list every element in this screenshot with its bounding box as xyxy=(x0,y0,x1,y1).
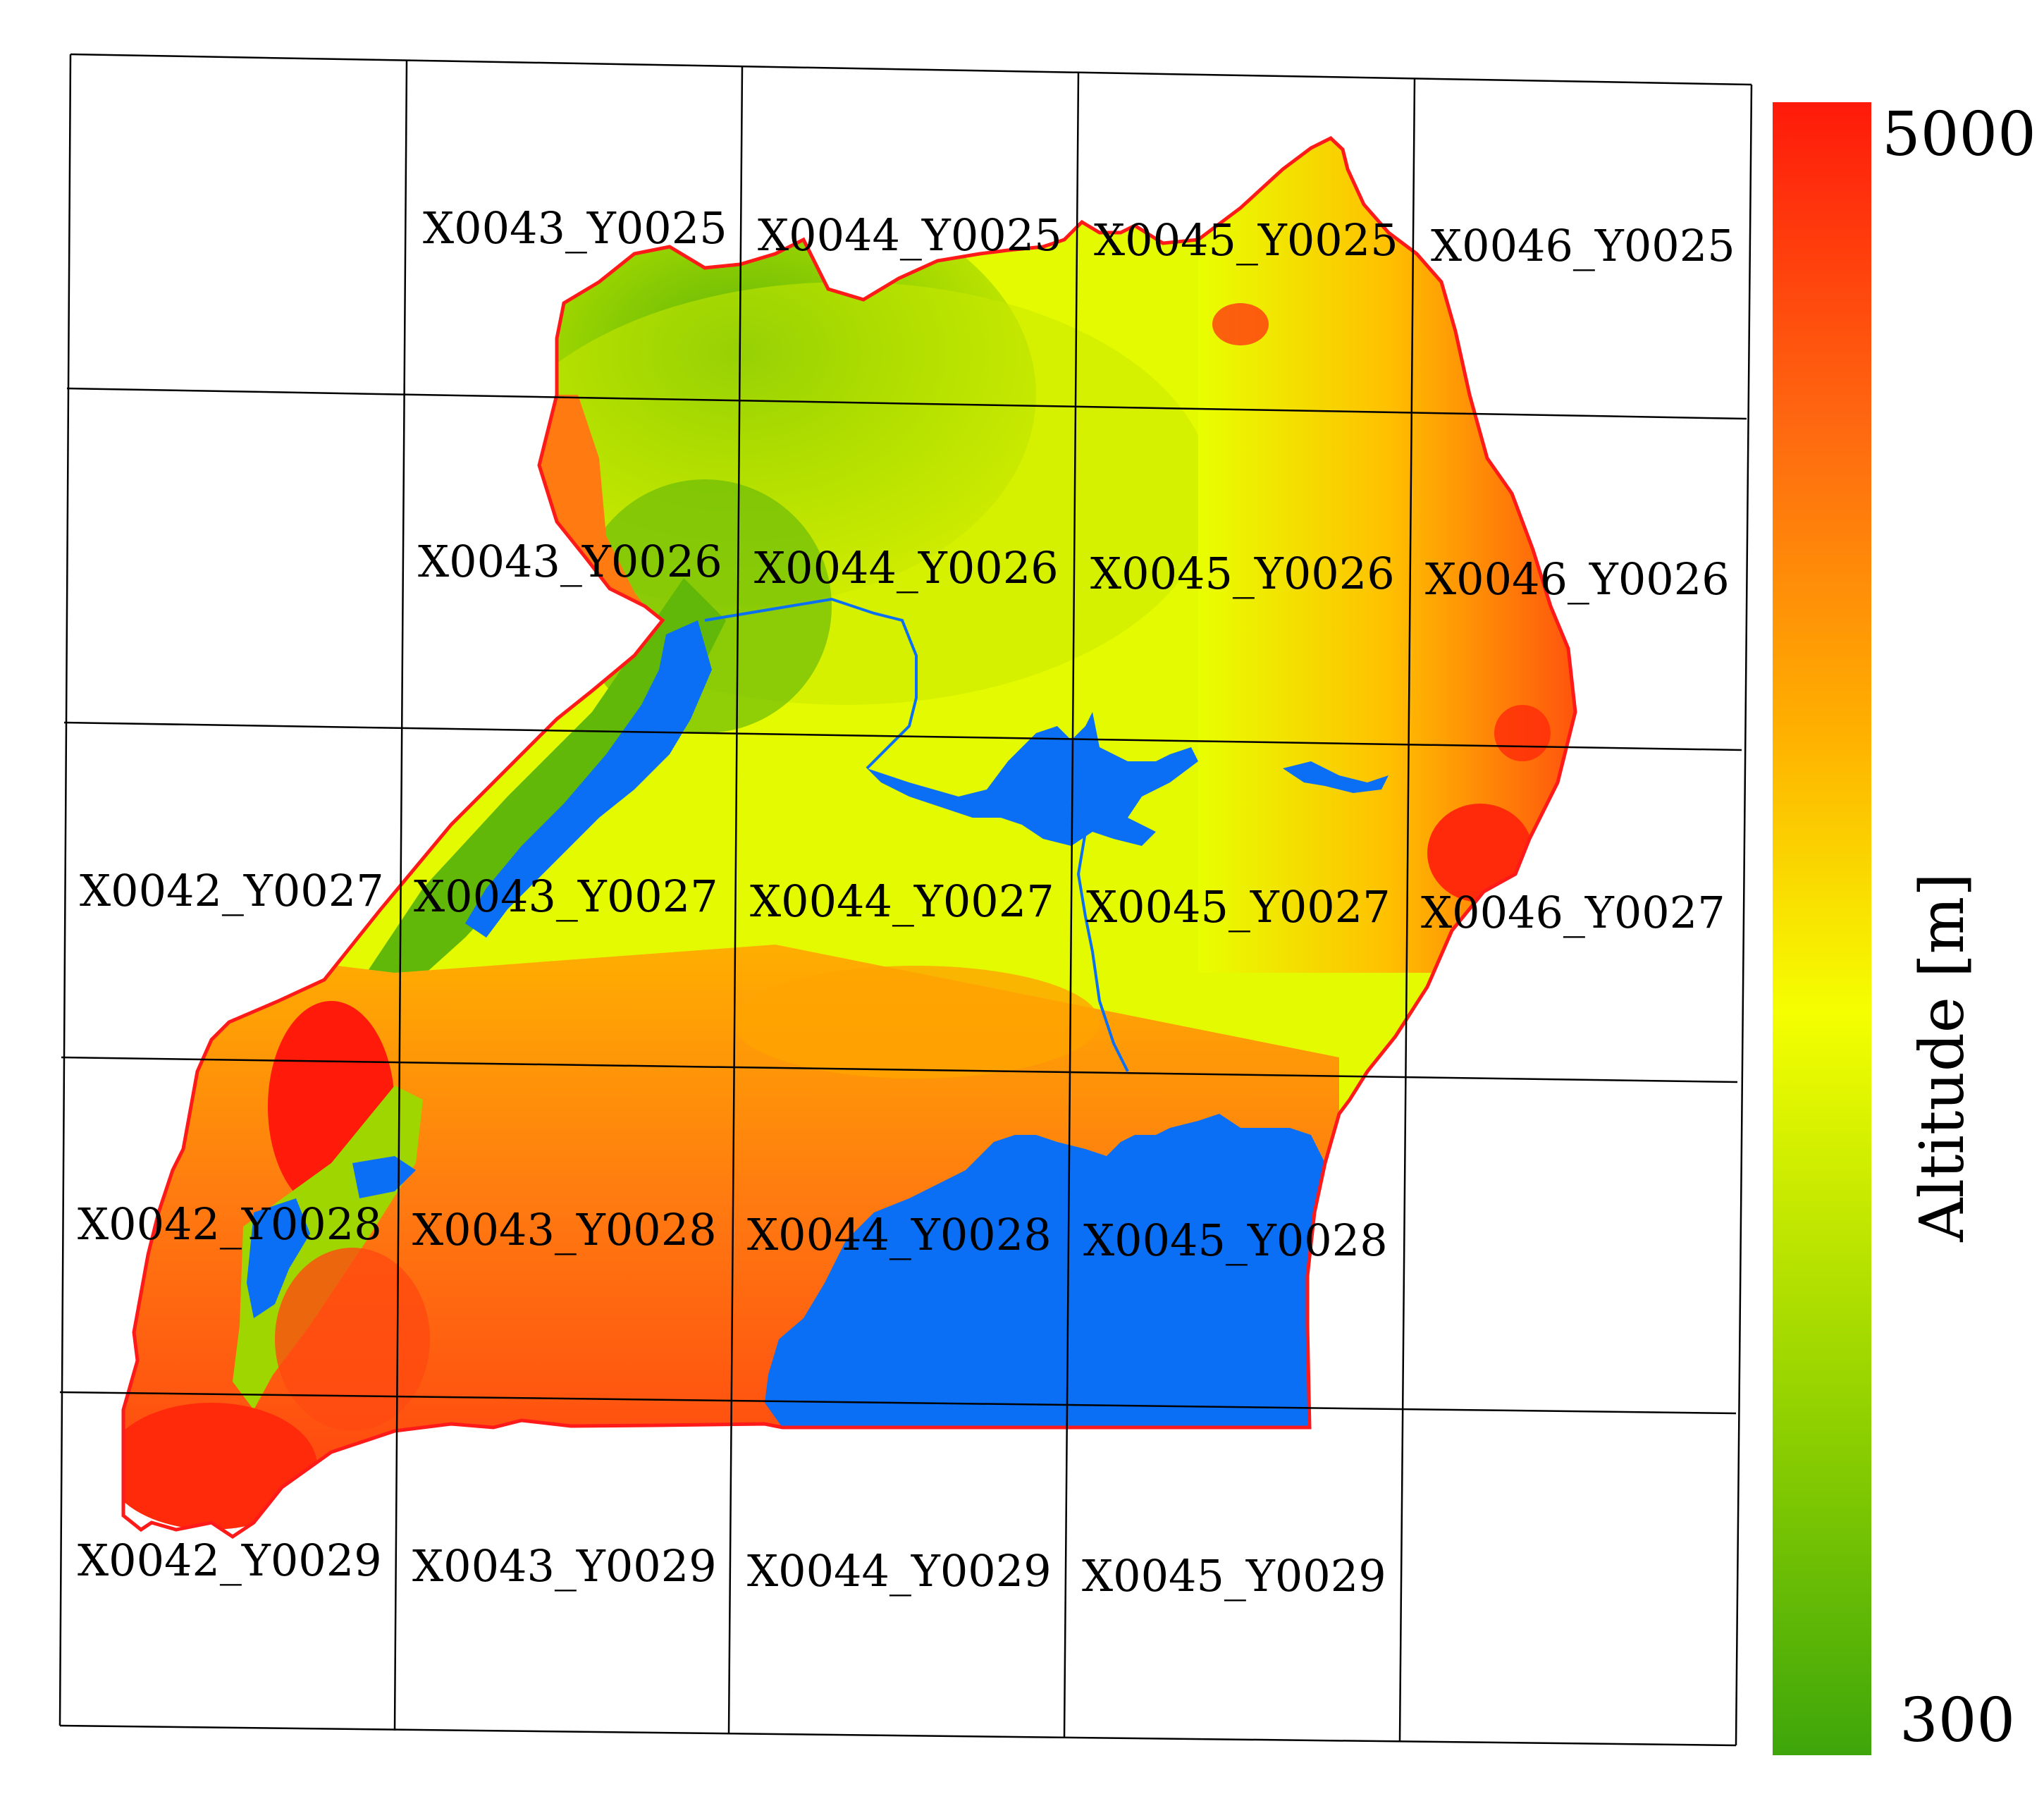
tile-label: X0044_Y0028 xyxy=(747,1209,1052,1260)
colorbar-max-label: 5000 xyxy=(1882,99,2036,170)
grid-line xyxy=(393,59,408,1731)
colorbar-min-label: 300 xyxy=(1900,1685,2015,1756)
tile-label: X0044_Y0026 xyxy=(754,542,1059,594)
tile-label: X0045_Y0029 xyxy=(1082,1550,1386,1602)
grid-line xyxy=(61,1056,1738,1083)
tile-label: X0046_Y0026 xyxy=(1425,553,1730,605)
tile-label: X0046_Y0025 xyxy=(1431,220,1735,271)
tile-label: X0044_Y0027 xyxy=(750,876,1054,927)
lake-kyoga xyxy=(867,712,1198,846)
tile-label: X0045_Y0027 xyxy=(1086,881,1391,933)
grid-line xyxy=(59,54,72,1726)
tile-label: X0042_Y0028 xyxy=(78,1198,382,1250)
tile-label: X0044_Y0029 xyxy=(747,1545,1052,1597)
tile-label: X0043_Y0028 xyxy=(412,1204,717,1255)
colorbar-gradient xyxy=(1773,102,1871,1755)
tile-labels: X0043_Y0025 X0044_Y0025 X0045_Y0025 X004… xyxy=(78,202,1735,1602)
tile-grid xyxy=(59,53,1753,1747)
lake-george xyxy=(352,1156,416,1198)
country-border xyxy=(121,135,1577,1540)
colorbar: 5000 300 Altitude [m] xyxy=(1773,99,2036,1756)
colorbar-title: Altitude [m] xyxy=(1907,873,1978,1243)
tile-label: X0042_Y0027 xyxy=(80,865,384,916)
tile-label: X0046_Y0027 xyxy=(1421,887,1725,938)
grid-line xyxy=(59,1391,1737,1415)
tile-label: X0043_Y0025 xyxy=(423,202,727,254)
terrain-map xyxy=(121,135,1577,1540)
tile-label: X0042_Y0029 xyxy=(78,1535,382,1586)
lake-victoria xyxy=(765,1114,1325,1427)
tile-label: X0043_Y0026 xyxy=(418,536,722,587)
grid-line xyxy=(1063,71,1080,1738)
tile-label: X0045_Y0025 xyxy=(1094,214,1398,266)
lake-albert xyxy=(465,620,712,938)
tile-label: X0043_Y0029 xyxy=(412,1540,717,1592)
tile-label: X0044_Y0025 xyxy=(758,209,1062,261)
grid-line xyxy=(727,66,744,1735)
tile-label: X0043_Y0027 xyxy=(414,871,718,922)
grid-line xyxy=(59,1724,1737,1747)
grid-line xyxy=(63,721,1742,751)
tile-label: X0045_Y0026 xyxy=(1090,548,1395,599)
grid-line xyxy=(1398,78,1416,1742)
grid-line xyxy=(70,53,1752,86)
lake-edward xyxy=(247,1198,310,1318)
tile-label: X0045_Y0028 xyxy=(1083,1215,1388,1266)
grid-line xyxy=(66,387,1747,420)
grid-line xyxy=(1735,84,1753,1746)
victoria-nile xyxy=(704,597,1129,1072)
